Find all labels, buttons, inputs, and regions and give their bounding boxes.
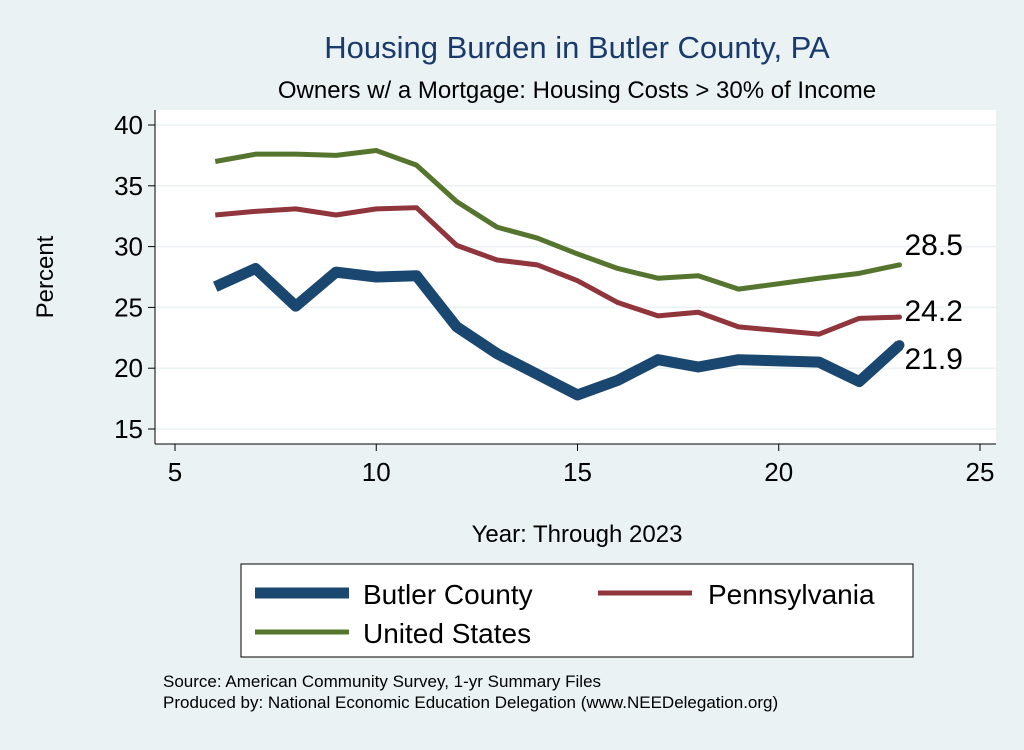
series-line-pennsylvania — [215, 205, 900, 337]
y-tick-label-40: 40 — [114, 110, 143, 140]
y-tick-label-20: 20 — [114, 353, 143, 383]
series-line-united-states — [214, 148, 901, 292]
chart-title: Housing Burden in Butler County, PA — [324, 30, 830, 65]
source-note: Source: American Community Survey, 1-yr … — [163, 672, 601, 691]
legend-label-united-states: United States — [363, 618, 531, 649]
legend-label-pennsylvania: Pennsylvania — [708, 579, 875, 610]
x-tick-label-25: 25 — [966, 457, 995, 487]
end-label-pennsylvania: 24.2 — [905, 295, 963, 328]
end-labels: 28.5 24.2 21.9 — [894, 229, 963, 376]
legend-label-butler-county: Butler County — [363, 579, 533, 610]
produced-by-note: Produced by: National Economic Education… — [163, 693, 778, 712]
series-line-butler-county — [212, 262, 904, 401]
axes: 15 20 25 30 35 40 5 10 15 20 25 — [114, 110, 996, 487]
series-lines — [212, 148, 904, 401]
y-tick-label-15: 15 — [114, 414, 143, 444]
end-marker-pennsylvania — [897, 314, 902, 320]
y-tick-label-25: 25 — [114, 292, 143, 322]
end-label-butler-county: 21.9 — [905, 343, 963, 376]
end-marker-butler-county — [894, 340, 905, 351]
x-tick-label-15: 15 — [563, 457, 592, 487]
end-marker-united-states — [897, 262, 902, 268]
y-tick-label-35: 35 — [114, 171, 143, 201]
legend: Butler County Pennsylvania United States — [240, 563, 914, 658]
x-tick-label-20: 20 — [764, 457, 793, 487]
y-tick-label-30: 30 — [114, 232, 143, 262]
legend-box — [240, 563, 914, 658]
end-label-united-states: 28.5 — [905, 229, 963, 262]
x-tick-label-5: 5 — [168, 457, 182, 487]
chart-subtitle: Owners w/ a Mortgage: Housing Costs > 30… — [278, 77, 876, 104]
x-axis-label: Year: Through 2023 — [472, 521, 683, 548]
x-tick-label-10: 10 — [362, 457, 391, 487]
y-axis-label: Percent — [32, 235, 59, 318]
